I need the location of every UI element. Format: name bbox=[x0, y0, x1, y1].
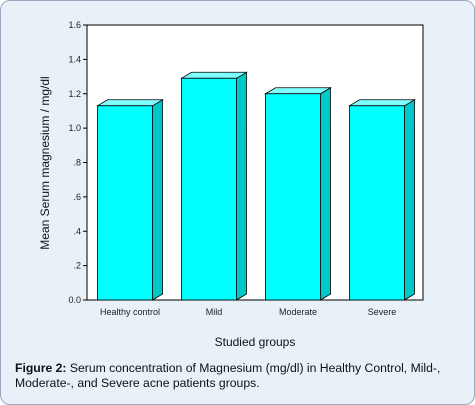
bar-chart: 0.0 .2 .4 .6 .8 1.0 1.2 1.4 1.6 Healthy control M… bbox=[38, 20, 424, 349]
bar-front bbox=[97, 105, 153, 301]
y-tick-label: .2 bbox=[73, 261, 81, 271]
bar-front bbox=[349, 105, 405, 301]
bar-front bbox=[181, 77, 237, 301]
bar-front bbox=[265, 93, 321, 301]
bar-side bbox=[320, 87, 331, 301]
bar-top bbox=[96, 99, 164, 107]
bar-side bbox=[152, 99, 163, 301]
y-tick-label: 1.6 bbox=[68, 20, 81, 30]
bar-side bbox=[236, 71, 247, 301]
bar-top bbox=[180, 71, 248, 79]
x-tick-label: Moderate bbox=[279, 307, 317, 317]
bar bbox=[348, 99, 416, 301]
y-axis-title: Mean Serum magnesium / mg/dl bbox=[38, 76, 52, 249]
bar bbox=[264, 87, 332, 301]
bar bbox=[96, 99, 164, 301]
bar bbox=[180, 71, 248, 301]
x-tick-label: Mild bbox=[206, 307, 223, 317]
figure-caption: Figure 2: Serum concentration of Magnesi… bbox=[15, 361, 463, 391]
y-tick-label: .4 bbox=[73, 226, 81, 236]
caption-label: Figure 2: bbox=[15, 361, 67, 375]
bar-top bbox=[264, 87, 332, 95]
y-tick-label: .6 bbox=[73, 192, 81, 202]
x-tick-label: Healthy control bbox=[100, 307, 160, 317]
caption-text: Serum concentration of Magnesium (mg/dl)… bbox=[15, 361, 441, 390]
y-tick-label: .8 bbox=[73, 158, 81, 168]
bar-top bbox=[348, 99, 416, 107]
x-tick-label: Severe bbox=[368, 307, 397, 317]
y-tick-label: 1.4 bbox=[68, 54, 81, 64]
y-tick-label: 0.0 bbox=[68, 295, 81, 305]
x-axis-title: Studied groups bbox=[215, 335, 296, 349]
y-tick-label: 1.0 bbox=[68, 123, 81, 133]
y-tick-label: 1.2 bbox=[68, 89, 81, 99]
bar-side bbox=[404, 99, 415, 301]
